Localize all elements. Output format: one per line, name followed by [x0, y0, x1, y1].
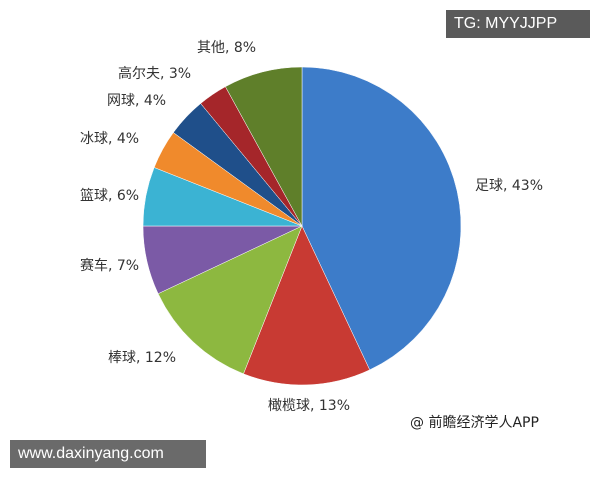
watermark-site: www.daxinyang.com	[10, 440, 206, 468]
source-credit: @ 前瞻经济学人APP	[410, 415, 539, 431]
slice-label: 棒球, 12%	[108, 350, 176, 366]
pie-slice-9	[225, 66, 303, 227]
slice-label: 冰球, 4%	[80, 131, 139, 147]
slice-label: 足球, 43%	[475, 178, 543, 194]
slice-label: 网球, 4%	[107, 93, 166, 109]
slice-label: 其他, 8%	[197, 40, 256, 56]
slice-label: 赛车, 7%	[80, 257, 139, 274]
slice-label: 篮球, 6%	[80, 188, 139, 204]
pie-slice-2	[243, 225, 371, 386]
pie-slice-3	[157, 225, 303, 375]
pie-slice-1	[301, 66, 462, 371]
watermark-tg: TG: MYYJJPP	[446, 10, 590, 38]
slice-label: 橄榄球, 13%	[268, 398, 350, 414]
slice-label: 高尔夫, 3%	[118, 65, 191, 82]
